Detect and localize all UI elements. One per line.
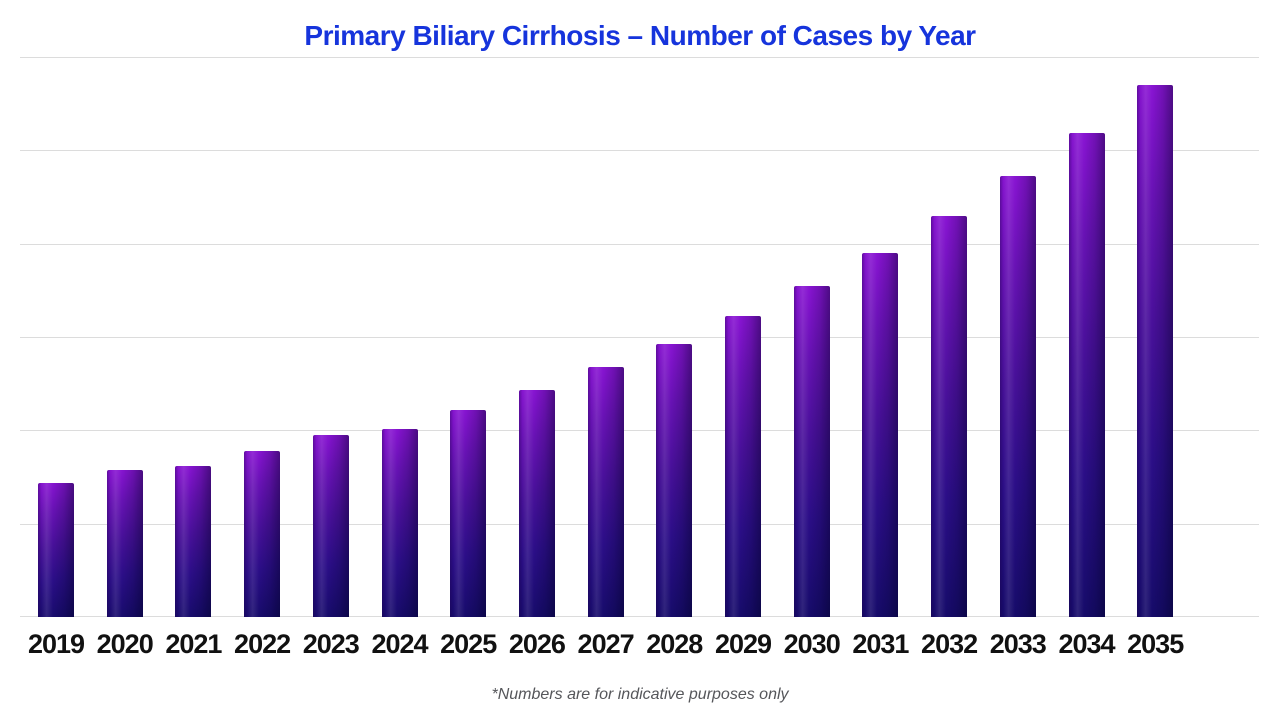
bar-2027: [587, 367, 624, 617]
bar-2032: [931, 216, 968, 617]
bar-2035: [1137, 85, 1174, 617]
bar-2020: [106, 470, 143, 617]
x-tick-label-2031: 2031: [852, 629, 909, 659]
x-tick-label-2029: 2029: [714, 629, 772, 659]
chart-title: Primary Biliary Cirrhosis – Number of Ca…: [304, 20, 976, 51]
gridline: [20, 244, 1259, 245]
x-tick-label-2023: 2023: [302, 629, 360, 659]
gridline: [20, 337, 1259, 338]
x-tick-label-2034: 2034: [1058, 629, 1115, 659]
bar-2031: [862, 253, 899, 617]
gridline: [20, 616, 1259, 617]
x-tick-label-2020: 2020: [96, 629, 154, 659]
bar-2024: [381, 429, 418, 617]
bar-2025: [450, 410, 487, 617]
x-tick-label-2026: 2026: [508, 629, 566, 659]
x-tick-label-2032: 2032: [921, 629, 978, 659]
x-tick-label-2030: 2030: [783, 629, 841, 659]
bar-2034: [1068, 133, 1105, 617]
x-tick-label-2024: 2024: [371, 629, 428, 659]
bar-2023: [312, 435, 349, 617]
x-tick-label-2025: 2025: [440, 629, 497, 659]
plot-area: 2019 2020 2021 2022 2023 2024 2025 2026 2027 2028…: [20, 57, 1259, 659]
bar-2021: [175, 466, 212, 617]
x-tick-label-2033: 2033: [989, 629, 1047, 659]
bar-2033: [999, 176, 1036, 617]
x-tick-label-2028: 2028: [646, 629, 703, 659]
bar-2028: [656, 344, 693, 617]
gridline: [20, 150, 1259, 151]
bar-2030: [793, 286, 830, 617]
gridline: [20, 524, 1259, 525]
bar-2029: [725, 316, 761, 617]
x-tick-label-2019: 2019: [27, 629, 85, 659]
x-tick-label-2027: 2027: [577, 629, 635, 659]
x-tick-label-2021: 2021: [165, 629, 222, 659]
bar-2022: [244, 451, 281, 617]
x-tick-label-2022: 2022: [234, 629, 291, 659]
footnote: *Numbers are for indicative purposes onl…: [491, 686, 789, 703]
gridline: [20, 57, 1259, 58]
bar-2026: [518, 390, 555, 617]
x-tick-label-2035: 2035: [1127, 629, 1184, 659]
bar-2019: [38, 483, 74, 617]
gridline: [20, 430, 1259, 431]
